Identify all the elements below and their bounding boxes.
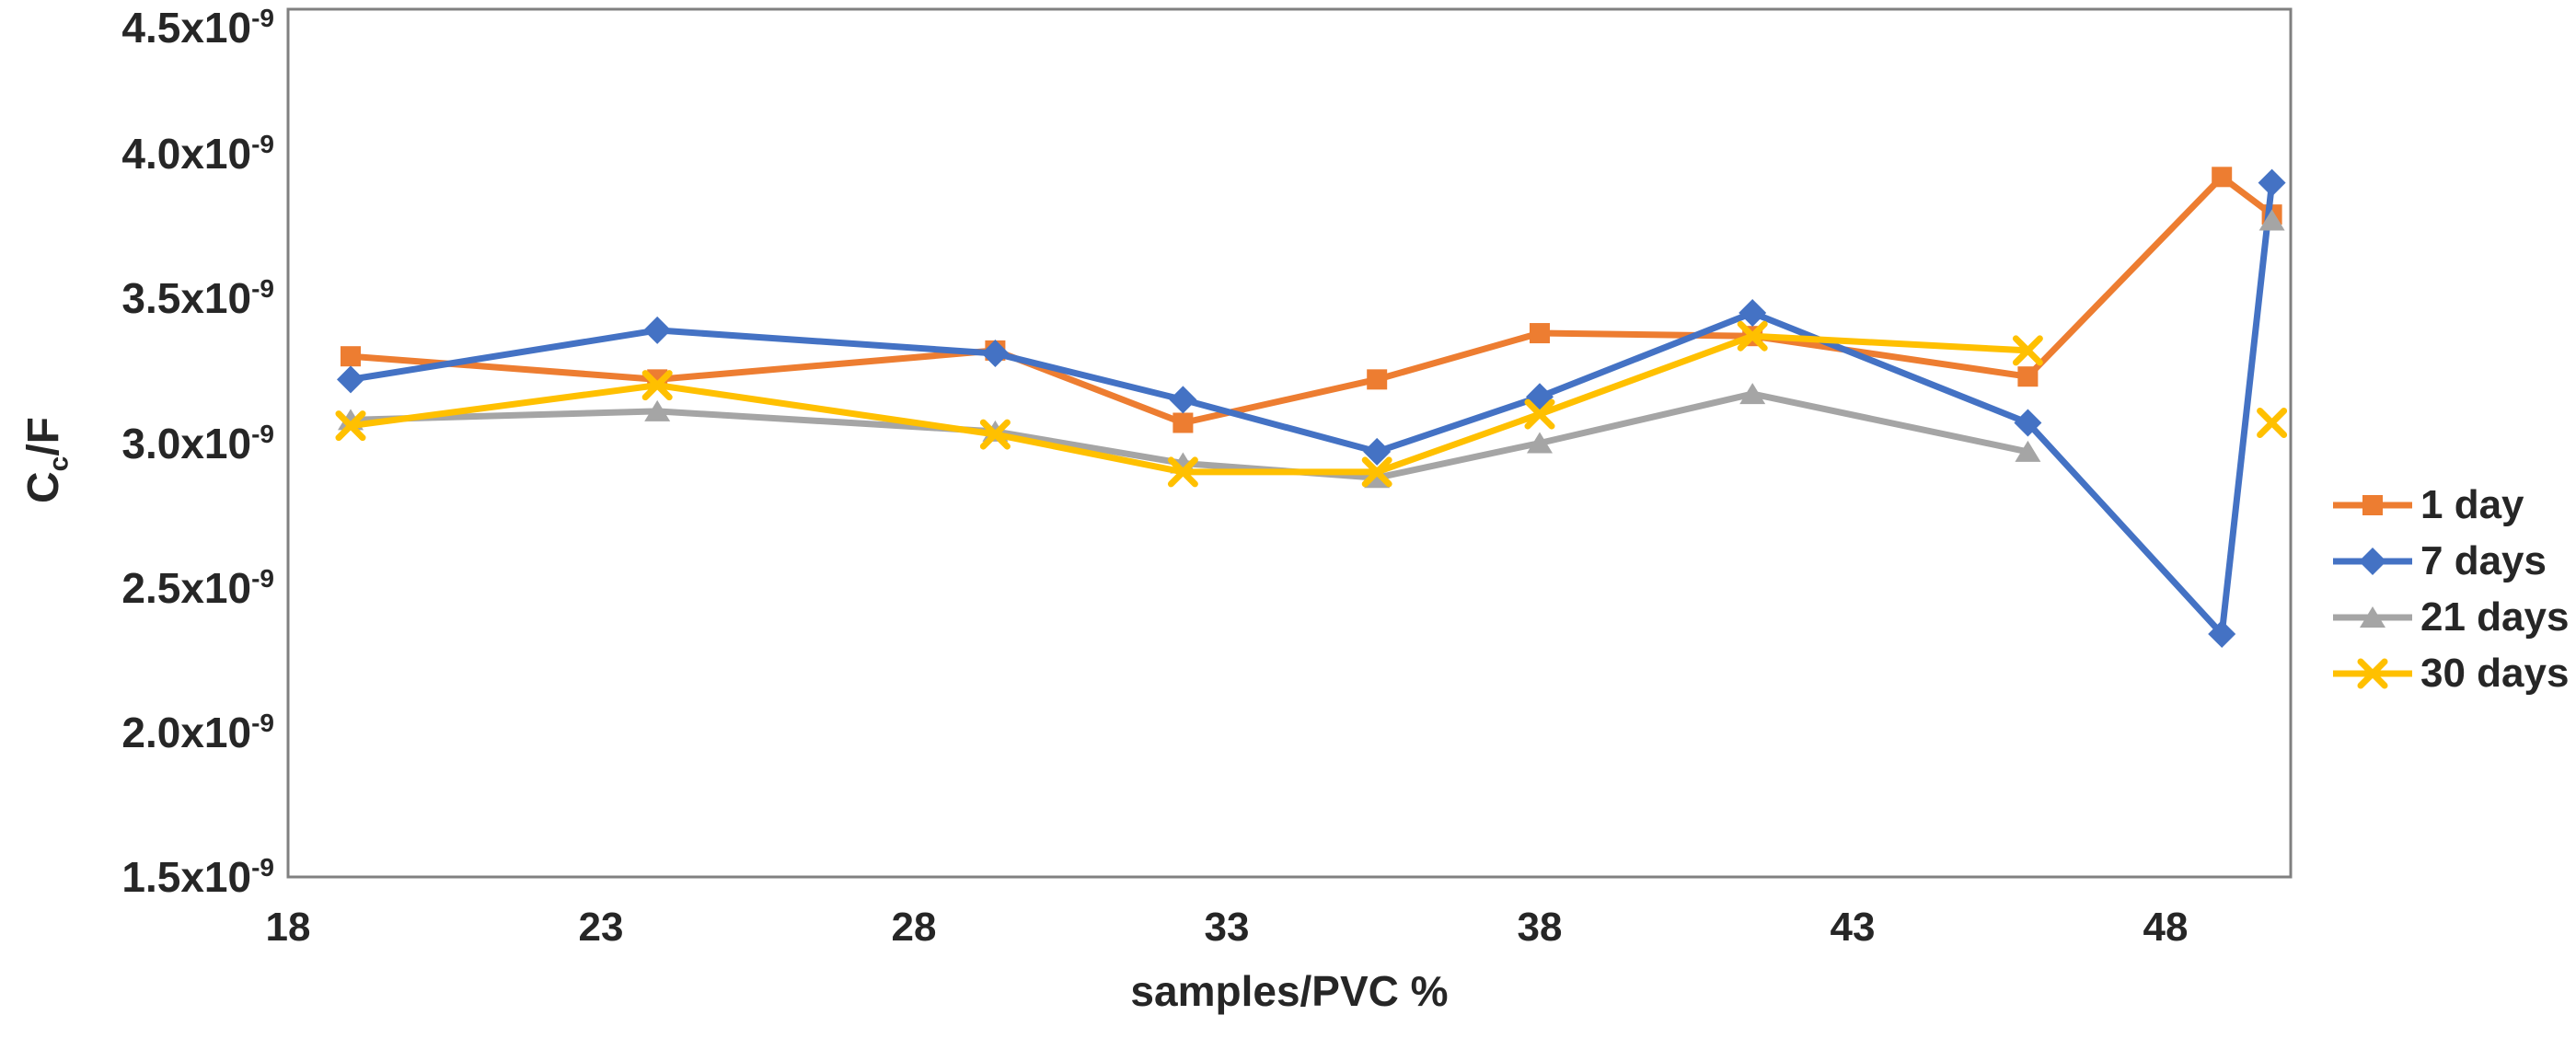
data-point-marker: [2258, 209, 2285, 231]
data-point-marker: [341, 346, 361, 367]
data-point-marker: [2012, 335, 2043, 366]
data-point-marker: [1530, 323, 1550, 344]
series-layer: [335, 167, 2288, 648]
data-point-marker: [2014, 409, 2042, 437]
data-point-marker: [2362, 495, 2383, 515]
y-axis-title-rest: /F: [19, 416, 68, 456]
data-point-marker: [2258, 168, 2286, 197]
data-point-marker: [641, 370, 673, 401]
series-line-30-days: [347, 332, 2031, 476]
data-point-marker: [1737, 320, 1768, 352]
x-tick-label: 33: [1204, 905, 1250, 950]
legend-label: 1 day: [2420, 482, 2524, 527]
legend-label: 30 days: [2420, 651, 2570, 696]
series-line-7-days: [347, 179, 2276, 638]
legend-item-1-day: 1 day: [2331, 478, 2524, 533]
x-tick-label: 43: [1830, 905, 1876, 950]
y-axis-title-main: C: [19, 471, 68, 504]
x-axis-title: samples/PVC %: [1130, 967, 1449, 1015]
data-point-marker: [337, 365, 364, 394]
data-point-marker: [2017, 366, 2039, 387]
data-point-marker: [979, 419, 1011, 450]
x-tick-label: 48: [2143, 905, 2189, 950]
data-point-marker: [1361, 456, 1392, 488]
series-line-1-day: [347, 173, 2276, 426]
legend-swatch: [2333, 606, 2412, 628]
legend-item-30-days: 30 days: [2331, 646, 2569, 701]
data-point-marker: [2359, 548, 2386, 575]
data-point-marker: [1739, 383, 1766, 405]
data-point-marker: [981, 340, 1010, 368]
data-point-marker: [1527, 432, 1553, 454]
y-tick-label: 4.0x10-9: [121, 130, 274, 179]
legend-label: 21 days: [2420, 594, 2570, 640]
data-point-marker: [643, 316, 672, 344]
legend-item-7-days: 7 days: [2331, 534, 2547, 589]
y-tick-label: 2.5x10-9: [121, 563, 274, 612]
data-point-marker: [2357, 658, 2388, 689]
x-tick-label: 38: [1517, 905, 1563, 950]
data-point-marker: [2212, 167, 2233, 188]
data-point-marker: [2360, 606, 2385, 628]
data-point-marker: [1169, 386, 1197, 414]
legend-swatch: [2333, 548, 2412, 575]
y-axis-title-subscript: c: [43, 456, 75, 472]
x-tick-label: 18: [265, 905, 311, 950]
data-point-marker: [1367, 369, 1388, 390]
legend-label: 7 days: [2420, 538, 2547, 583]
y-tick-label: 3.5x10-9: [121, 274, 274, 323]
x-tick-label: 23: [578, 905, 624, 950]
y-tick-label: 1.5x10-9: [121, 853, 274, 901]
plot-border: [286, 7, 2293, 879]
legend-swatch: [2333, 658, 2412, 689]
data-point-marker: [2015, 440, 2041, 462]
data-point-marker: [1739, 299, 1767, 328]
x-tick-label: 28: [891, 905, 937, 950]
data-point-marker: [1363, 437, 1392, 466]
data-point-marker: [1167, 456, 1198, 488]
data-point-marker: [2257, 407, 2288, 438]
data-point-marker: [644, 399, 671, 421]
y-axis-title: Cc/F: [19, 416, 75, 504]
data-point-marker: [1524, 398, 1555, 430]
data-point-marker: [2208, 619, 2236, 648]
y-tick-label: 3.0x10-9: [121, 419, 274, 467]
y-tick-label: 4.5x10-9: [121, 4, 274, 52]
data-point-marker: [1172, 412, 1194, 433]
y-tick-label: 2.0x10-9: [121, 708, 274, 756]
legend-swatch: [2333, 495, 2412, 515]
legend-item-21-days: 21 days: [2331, 590, 2569, 645]
data-point-marker: [335, 410, 366, 442]
